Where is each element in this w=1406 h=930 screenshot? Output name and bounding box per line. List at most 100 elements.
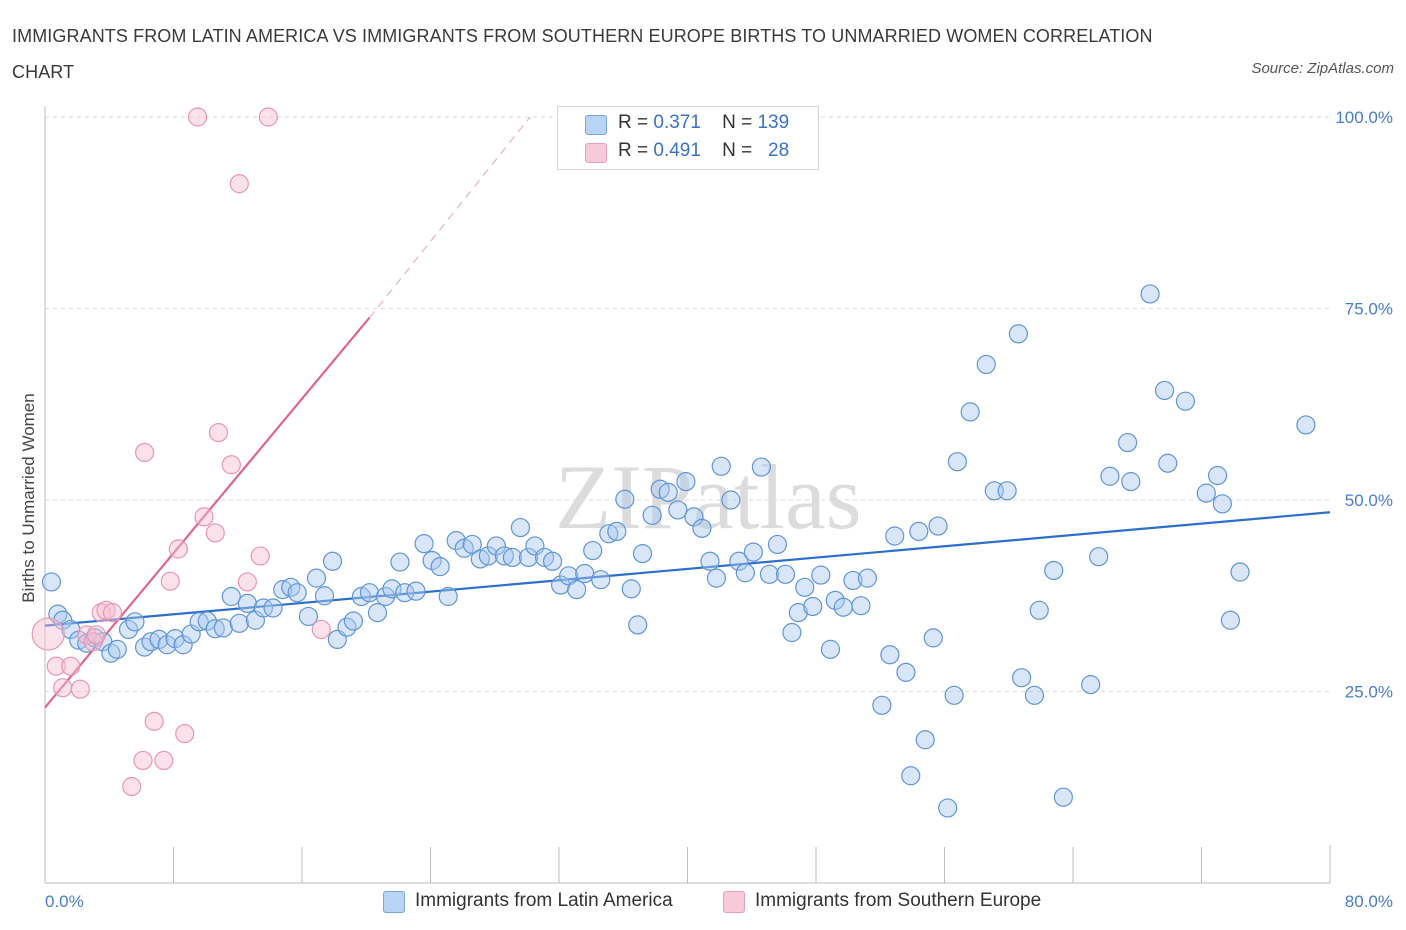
data-point-southern-europe — [31, 617, 65, 651]
trend-lines — [44, 116, 1331, 709]
data-point-latin-america — [1024, 685, 1045, 705]
data-point-latin-america — [885, 526, 905, 546]
legend-n-label: N = — [722, 140, 753, 161]
data-point-latin-america — [909, 521, 929, 542]
data-point-southern-europe — [208, 422, 229, 443]
data-point-latin-america — [1044, 560, 1064, 581]
data-point-latin-america — [692, 518, 712, 538]
data-point-latin-america — [575, 563, 595, 584]
data-point-southern-europe — [187, 107, 208, 127]
data-point-latin-america — [676, 472, 696, 492]
data-point-southern-europe — [237, 572, 257, 592]
data-point-latin-america — [314, 586, 335, 606]
data-point-latin-america — [107, 639, 127, 659]
data-point-latin-america — [1296, 415, 1316, 435]
data-point-southern-europe — [144, 711, 164, 731]
data-point-southern-europe — [168, 539, 188, 559]
data-point-southern-europe — [53, 678, 73, 698]
data-point-latin-america — [1081, 675, 1101, 695]
series-southern-europe — [31, 107, 331, 797]
data-point-latin-america — [1207, 465, 1228, 486]
data-point-latin-america — [494, 546, 514, 566]
data-point-latin-america — [173, 635, 193, 655]
data-point-latin-america — [406, 581, 426, 601]
data-point-latin-america — [1158, 453, 1178, 473]
legend-n-label: N = — [722, 112, 753, 133]
data-point-latin-america — [735, 563, 755, 583]
data-point-latin-america — [322, 551, 343, 571]
data-point-southern-europe — [229, 174, 249, 194]
legend-r-label: R = — [618, 112, 649, 133]
data-point-latin-america — [583, 540, 603, 561]
bottom-legend-swatch-blue — [383, 891, 405, 913]
data-point-latin-america — [851, 596, 871, 616]
data-point-latin-america — [118, 619, 139, 640]
data-point-latin-america — [229, 613, 249, 633]
data-point-latin-america — [1154, 380, 1175, 401]
data-point-latin-america — [928, 516, 948, 536]
chart-title: IMMIGRANTS FROM LATIN AMERICA VS IMMIGRA… — [12, 26, 1153, 82]
data-point-latin-america — [938, 798, 958, 818]
data-point-latin-america — [237, 593, 257, 614]
data-point-latin-america — [607, 521, 627, 542]
data-point-latin-america — [221, 586, 241, 607]
tick-labels: 25.0% 50.0% 75.0% 100.0% 0.0% 80.0% — [45, 108, 1393, 911]
data-point-latin-america — [1230, 562, 1250, 582]
bottom-legend-label: Immigrants from Southern Europe — [755, 890, 1042, 911]
data-point-latin-america — [375, 586, 396, 607]
data-point-latin-america — [751, 457, 771, 477]
data-point-latin-america — [253, 598, 274, 618]
data-point-latin-america — [843, 570, 863, 591]
data-point-latin-america — [430, 557, 450, 577]
legend-swatch-blue — [585, 115, 607, 135]
legend-r-value: 0.491 — [653, 140, 701, 161]
y-tick-label: 100.0% — [1335, 108, 1393, 127]
data-point-latin-america — [359, 583, 380, 603]
data-point-southern-europe — [154, 750, 174, 771]
legend-n-value: 139 — [757, 112, 790, 133]
data-point-latin-america — [923, 628, 943, 648]
data-point-latin-america — [343, 611, 363, 631]
bottom-legend-label: Immigrants from Latin America — [415, 890, 673, 911]
data-point-latin-america — [803, 596, 823, 617]
data-point-latin-america — [1212, 494, 1232, 514]
y-tick-label: 25.0% — [1345, 683, 1393, 702]
data-point-latin-america — [1011, 668, 1032, 688]
data-point-latin-america — [901, 766, 921, 786]
stats-legend: R = 0.371 N = 139 R = 0.491 N = 28 — [557, 106, 819, 170]
data-point-southern-europe — [70, 679, 90, 699]
data-point-latin-america — [1220, 610, 1241, 630]
legend-r-value: 0.371 — [653, 112, 701, 133]
data-point-latin-america — [632, 544, 653, 564]
data-point-latin-america — [41, 572, 62, 592]
data-point-latin-america — [462, 534, 482, 555]
data-point-latin-america — [486, 536, 506, 556]
data-point-southern-europe — [311, 619, 331, 640]
data-point-latin-america — [759, 564, 780, 584]
data-point-latin-america — [287, 583, 307, 603]
x-tick-label: 0.0% — [45, 892, 84, 911]
data-point-latin-america — [721, 490, 741, 510]
data-point-latin-america — [298, 606, 319, 627]
data-point-latin-america — [213, 618, 233, 638]
data-point-latin-america — [782, 622, 802, 643]
data-point-latin-america — [1100, 466, 1120, 486]
data-point-latin-america — [880, 645, 900, 665]
data-point-latin-america — [743, 542, 763, 562]
y-tick-label: 75.0% — [1345, 300, 1393, 319]
data-point-latin-america — [599, 524, 619, 544]
legend-r-label: R = — [618, 140, 649, 161]
data-point-latin-america — [820, 639, 841, 659]
data-point-latin-america — [414, 534, 434, 554]
trend-line-southern-europe — [44, 316, 371, 709]
data-point-latin-america — [518, 547, 539, 568]
data-point-latin-america — [621, 579, 641, 599]
data-point-southern-europe — [205, 523, 225, 543]
data-point-latin-america — [189, 612, 209, 632]
data-point-latin-america — [711, 456, 731, 476]
data-point-latin-america — [567, 580, 587, 600]
data-point-latin-america — [1140, 284, 1160, 304]
data-point-latin-america — [684, 507, 704, 527]
trend-line-latin-america — [44, 511, 1331, 627]
